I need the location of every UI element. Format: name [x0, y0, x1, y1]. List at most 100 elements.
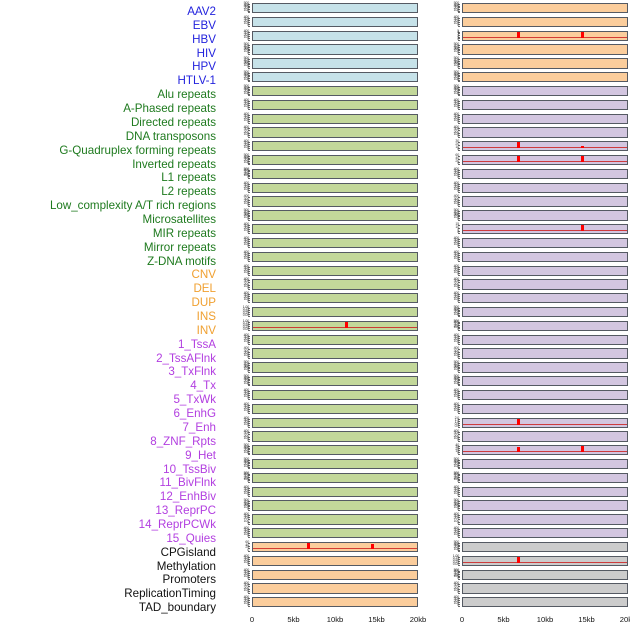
track-plot-area[interactable] [252, 141, 418, 152]
track-plot-area[interactable] [462, 30, 628, 41]
track-plot-area[interactable] [462, 417, 628, 428]
track-plot-area[interactable] [462, 528, 628, 539]
track-plot-area[interactable] [462, 279, 628, 290]
track-plot-area[interactable] [462, 85, 628, 97]
track-plot-area[interactable] [462, 459, 628, 470]
track-plot-area[interactable] [462, 500, 628, 511]
track-plot-area[interactable] [462, 348, 628, 359]
track-plot-area[interactable] [462, 376, 628, 387]
track-plot-area[interactable] [252, 265, 418, 276]
track-plot-area[interactable] [462, 307, 628, 318]
track-plot-area[interactable] [462, 486, 628, 497]
track-plot-area[interactable] [462, 127, 628, 138]
track-plot-area[interactable] [252, 72, 418, 83]
track-plot-area[interactable] [252, 30, 418, 41]
track-plot-area[interactable] [252, 237, 418, 249]
track-plot-area[interactable] [462, 431, 628, 442]
track-plot-area[interactable] [462, 224, 628, 235]
track-plot-area[interactable] [462, 583, 628, 594]
track-plot-area[interactable] [462, 168, 628, 180]
track-plot-area[interactable] [462, 16, 628, 28]
track-plot-area[interactable] [462, 362, 628, 373]
track-plot-area[interactable] [462, 569, 628, 580]
track-plot-area[interactable] [252, 514, 418, 525]
track-plot-area[interactable] [252, 3, 418, 14]
track-plot-area[interactable] [462, 44, 628, 55]
y-tick-label: 300 [243, 99, 250, 104]
track-plot-area[interactable] [462, 334, 628, 345]
track-plot-area[interactable] [252, 127, 418, 138]
track-plot-area[interactable] [462, 72, 628, 83]
track-plot-area[interactable] [462, 3, 628, 14]
y-tick-mark [458, 337, 460, 339]
track-plot-area[interactable] [252, 541, 418, 553]
track-plot-area[interactable] [252, 348, 418, 359]
track-plot-area[interactable] [462, 99, 628, 111]
track-plot-area[interactable] [252, 597, 418, 608]
track-plot-area[interactable] [462, 265, 628, 276]
track-plot-area[interactable] [252, 155, 418, 166]
track-plot-area[interactable] [252, 224, 418, 235]
track-plot-area[interactable] [462, 113, 628, 124]
track-plot-area[interactable] [462, 389, 628, 401]
track-plot-area[interactable] [462, 555, 628, 567]
track-plot-area[interactable] [462, 182, 628, 193]
track-plot-area[interactable] [252, 58, 418, 69]
track-plot-area[interactable] [462, 541, 628, 553]
track-plot-area[interactable] [252, 362, 418, 373]
track-plot-area[interactable] [252, 528, 418, 539]
y-tick-mark [248, 191, 250, 193]
track-plot-area[interactable] [252, 307, 418, 318]
track-plot-area[interactable] [252, 403, 418, 415]
track-plot-area[interactable] [462, 293, 628, 304]
track-plot-area[interactable] [252, 555, 418, 567]
track-plot-area[interactable] [462, 141, 628, 152]
track-plot-area[interactable] [462, 210, 628, 221]
track-plot-area[interactable] [252, 99, 418, 111]
track-plot-area[interactable] [252, 569, 418, 580]
track-plot-area[interactable] [462, 58, 628, 69]
track-plot-area[interactable] [462, 445, 628, 456]
y-tick-mark [458, 380, 460, 382]
track-plot-area[interactable] [252, 320, 418, 332]
y-axis: 500 400 300 200 100 0 [228, 444, 250, 456]
track-plot-area[interactable] [252, 445, 418, 456]
track-plot-area[interactable] [462, 196, 628, 207]
right-x-axis: 0 5kb 10kb 15kb 20kb [460, 612, 630, 630]
track-plot-area[interactable] [462, 403, 628, 415]
track-plot-area[interactable] [252, 486, 418, 497]
track-plot-area[interactable] [462, 155, 628, 166]
track-plot-area[interactable] [462, 251, 628, 263]
track-plot-area[interactable] [252, 417, 418, 428]
track-plot-area[interactable] [252, 85, 418, 97]
y-tick-mark [458, 542, 460, 544]
track-plot-area[interactable] [252, 279, 418, 290]
track-plot-area[interactable] [252, 16, 418, 28]
y-tick-mark [248, 410, 250, 412]
track-plot-area[interactable] [462, 514, 628, 525]
track-plot-area[interactable] [252, 459, 418, 470]
track-plot-area[interactable] [252, 168, 418, 180]
track-plot-area[interactable] [462, 597, 628, 608]
track-plot-area[interactable] [252, 389, 418, 401]
track-plot-area[interactable] [252, 210, 418, 221]
y-tick-mark [248, 78, 250, 80]
track-plot-area[interactable] [462, 472, 628, 484]
y-tick-mark [458, 171, 460, 173]
track-plot-area[interactable] [252, 376, 418, 387]
y-tick-mark [248, 464, 250, 466]
y-tick-label: 200 [453, 240, 460, 245]
track-plot-area[interactable] [462, 320, 628, 332]
track-plot-area[interactable] [252, 472, 418, 484]
track-plot-area[interactable] [252, 113, 418, 124]
track-plot-area[interactable] [252, 196, 418, 207]
track-plot-area[interactable] [252, 334, 418, 345]
track-plot-area[interactable] [252, 500, 418, 511]
track-plot-area[interactable] [462, 237, 628, 249]
track-plot-area[interactable] [252, 44, 418, 55]
track-plot-area[interactable] [252, 251, 418, 263]
track-plot-area[interactable] [252, 431, 418, 442]
track-plot-area[interactable] [252, 293, 418, 304]
track-plot-area[interactable] [252, 182, 418, 193]
track-plot-area[interactable] [252, 583, 418, 594]
